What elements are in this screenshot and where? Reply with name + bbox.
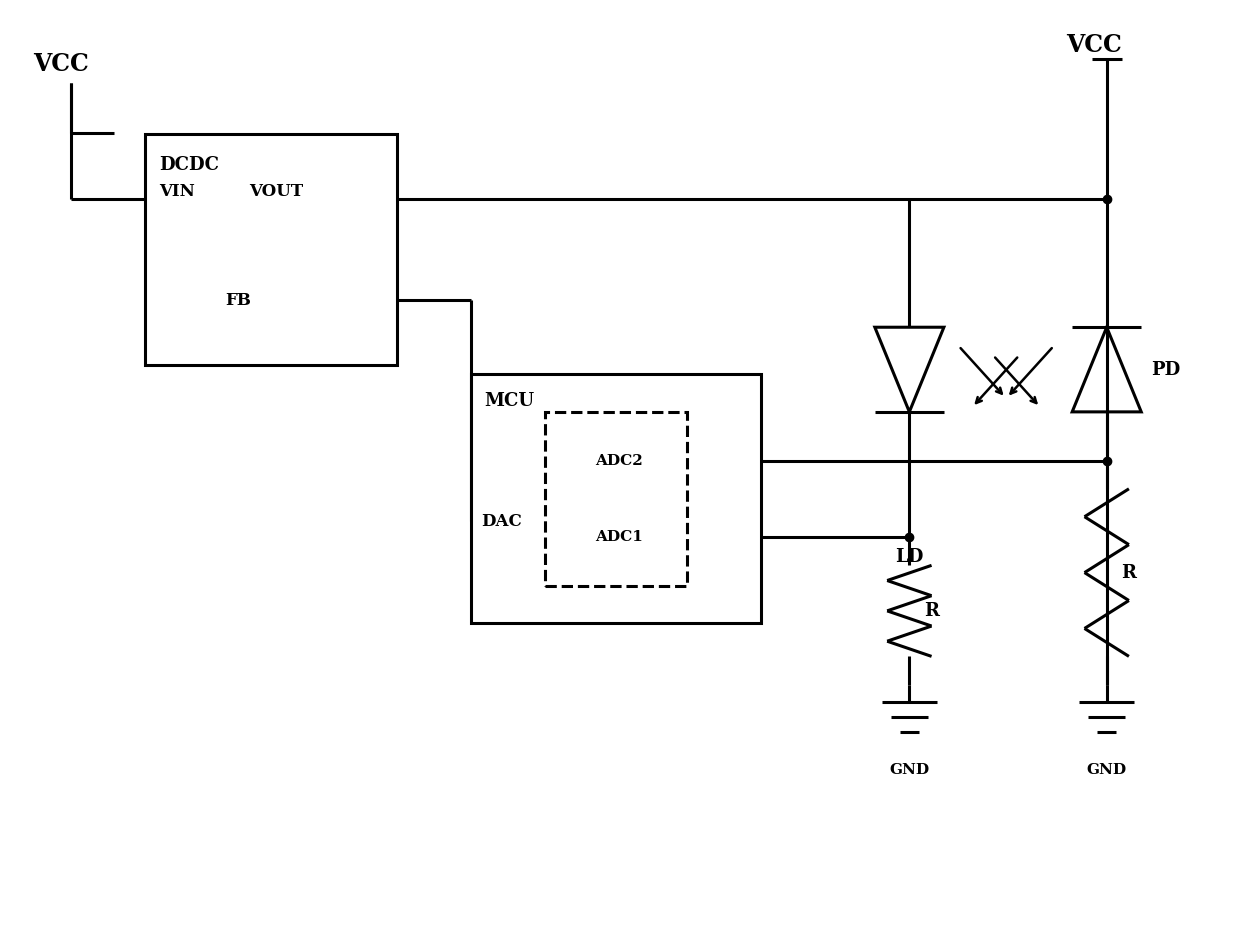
Text: R: R xyxy=(924,602,939,620)
Text: MCU: MCU xyxy=(483,392,534,410)
Text: R: R xyxy=(1121,564,1136,582)
Text: ADC1: ADC1 xyxy=(595,530,643,544)
Text: VIN: VIN xyxy=(160,183,196,200)
Text: ADC2: ADC2 xyxy=(595,453,643,467)
Text: DCDC: DCDC xyxy=(160,156,219,174)
Bar xyxy=(472,375,761,623)
Text: VOUT: VOUT xyxy=(249,183,304,200)
Text: LD: LD xyxy=(895,549,923,567)
Text: GND: GND xyxy=(1087,763,1126,778)
Text: DAC: DAC xyxy=(482,513,522,530)
Text: FB: FB xyxy=(224,291,250,308)
Bar xyxy=(545,412,688,586)
Text: VCC: VCC xyxy=(33,52,89,76)
Bar xyxy=(145,134,398,365)
Text: VCC: VCC xyxy=(1066,33,1121,57)
Text: GND: GND xyxy=(890,763,929,778)
Text: PD: PD xyxy=(1151,360,1181,378)
